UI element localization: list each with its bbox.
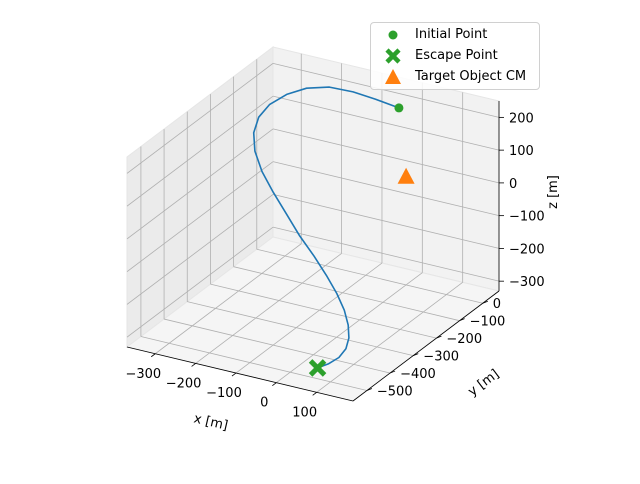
y-tick xyxy=(366,388,373,391)
gridline-z xyxy=(272,194,500,249)
y-tick-label: −200 xyxy=(446,332,482,347)
x-marker-icon xyxy=(385,48,401,64)
y-tick-label: −100 xyxy=(470,315,506,330)
z-tick-label: −200 xyxy=(509,242,545,257)
x-axis-label: x [m] xyxy=(192,411,229,433)
gridline-z xyxy=(272,226,500,282)
gridline-x xyxy=(235,262,383,374)
gridline-y xyxy=(140,336,367,391)
y-axis-line xyxy=(352,290,500,402)
target-object-cm-marker xyxy=(397,167,415,184)
legend: Initial Point Escape Point Target Object… xyxy=(370,22,540,90)
y-tick-label: −400 xyxy=(400,367,436,382)
x-tick xyxy=(231,372,237,377)
gridline-y xyxy=(256,248,483,304)
x-tick-label: −200 xyxy=(166,376,202,391)
y-axis-label: y [m] xyxy=(466,367,503,400)
gridline-z xyxy=(126,95,274,207)
legend-item-initial-point: Initial Point xyxy=(371,25,539,46)
x-tick-label: 100 xyxy=(292,405,317,420)
z-tick-label: −300 xyxy=(509,275,545,290)
escape-point-marker xyxy=(308,359,327,377)
y-tick-label: −500 xyxy=(377,385,413,400)
z-tick-label: 100 xyxy=(509,144,534,159)
gridline-z xyxy=(272,95,500,151)
y-tick xyxy=(459,318,465,322)
gridline-z xyxy=(126,226,274,338)
legend-item-target-object-cm: Target Object CM xyxy=(371,67,539,88)
gridline-y xyxy=(210,283,437,339)
x-tick xyxy=(151,353,156,358)
trajectory-line xyxy=(252,86,400,369)
initial-point-marker xyxy=(394,103,404,113)
gridline-z xyxy=(126,194,274,305)
y-tick xyxy=(436,335,442,339)
gridline-z xyxy=(272,62,500,118)
gridline-z xyxy=(126,161,274,272)
x-tick-label: −300 xyxy=(125,367,161,382)
gridline-y xyxy=(187,301,414,356)
y-tick-label: 0 xyxy=(493,297,501,312)
legend-item-escape-point: Escape Point xyxy=(371,46,539,67)
legend-label: Target Object CM xyxy=(415,69,527,84)
gridline-z xyxy=(126,63,274,174)
y-tick xyxy=(482,300,488,304)
gridline-z xyxy=(272,161,500,217)
z-axis-label: z [m] xyxy=(546,175,561,209)
y-tick xyxy=(413,353,419,356)
y-tick xyxy=(389,370,396,374)
circle-marker-icon xyxy=(388,30,398,40)
gridline-x xyxy=(316,282,463,393)
gridline-x xyxy=(155,243,302,355)
gridline-x xyxy=(195,253,342,364)
gridline-y xyxy=(233,266,460,322)
gridline-z xyxy=(126,128,274,240)
x-tick-label: −100 xyxy=(206,386,242,401)
x-tick xyxy=(312,392,317,396)
x-tick xyxy=(272,382,277,386)
legend-label: Escape Point xyxy=(415,48,498,63)
z-tick-label: −100 xyxy=(509,210,545,225)
gridline-x xyxy=(276,272,423,383)
x-axis-line xyxy=(126,346,354,402)
triangle-marker-icon xyxy=(385,69,401,84)
gridline-z xyxy=(272,128,500,184)
y-tick-label: −300 xyxy=(423,350,459,365)
gridline-y xyxy=(163,318,391,374)
z-tick-label: 200 xyxy=(509,111,534,126)
legend-label: Initial Point xyxy=(415,27,488,42)
x-tick xyxy=(191,363,196,367)
x-tick-label: 0 xyxy=(260,396,268,411)
z-tick-label: 0 xyxy=(509,177,517,192)
